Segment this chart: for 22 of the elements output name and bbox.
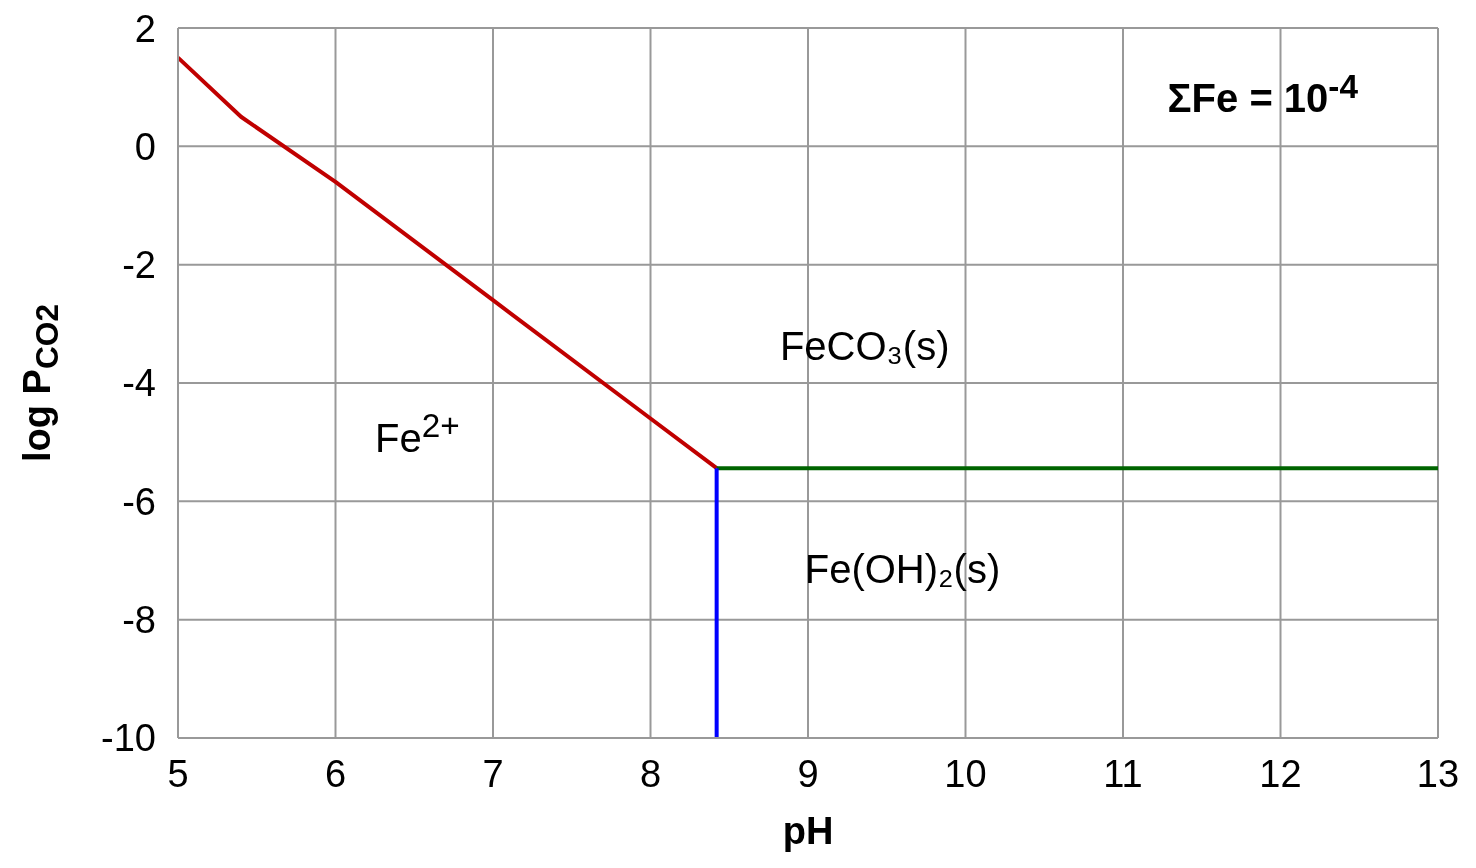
x-tick-label: 6 (324, 752, 347, 795)
x-tick-label: 10 (944, 752, 987, 795)
y-tick-label: -10 (101, 717, 156, 760)
y-tick-label: 2 (134, 7, 156, 50)
y-tick-label: -6 (122, 480, 156, 523)
y-tick-label: -8 (122, 599, 156, 642)
x-tick-label: 5 (167, 752, 189, 795)
x-tick-label: 12 (1259, 752, 1302, 795)
x-tick-label: 7 (482, 752, 504, 795)
y-tick-label: 0 (134, 125, 156, 168)
y-tick-label: -2 (122, 244, 156, 287)
x-tick-label: 8 (639, 752, 662, 795)
annotation: Fe$^{2+}$ (375, 407, 460, 461)
x-tick-label: 13 (1416, 752, 1460, 795)
x-tick-label: 11 (1103, 752, 1143, 795)
x-tick-label: 9 (797, 752, 819, 795)
annotation: FeCO₃(s) (779, 323, 950, 369)
y-tick-label: -4 (122, 362, 156, 405)
line-series (178, 55, 719, 471)
annotation: ΣFe = 10$^{-4}$ (1167, 68, 1358, 122)
annotation: Fe(OH)₂(s) (804, 546, 1001, 592)
x-axis-title: pH (782, 810, 834, 853)
